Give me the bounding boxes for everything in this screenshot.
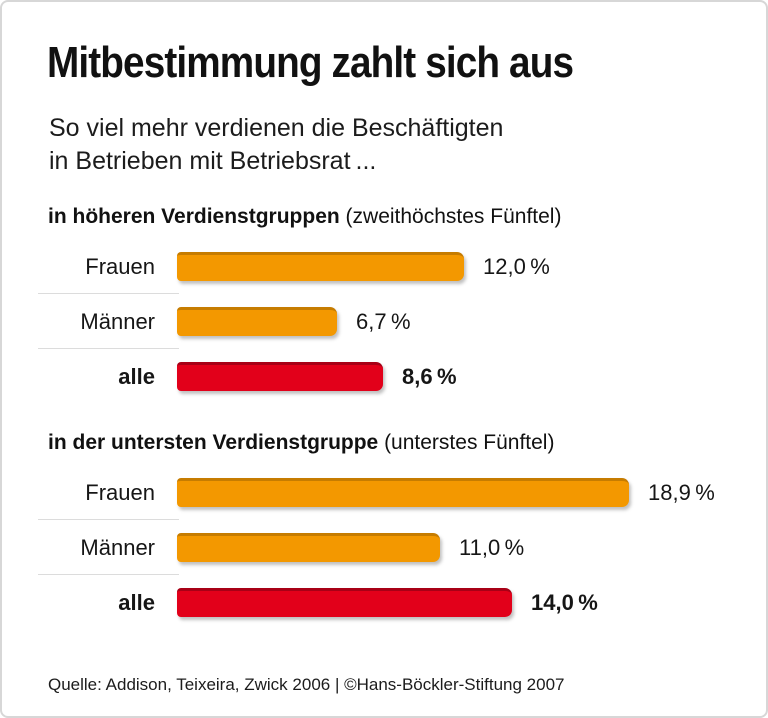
bar-category-label: Männer [80, 308, 155, 334]
group-header-bold: in der untersten Verdienstgruppe [48, 431, 379, 454]
chart-subtitle: So viel mehr verdienen die Beschäftigten… [49, 112, 728, 178]
bar-category-label: Männer [80, 534, 155, 560]
bar-value-label: 8,6 % [402, 363, 457, 389]
bar-value-label: 14,0 % [531, 589, 598, 615]
bar-row: Frauen 18,9 % [38, 465, 728, 520]
chart-title: Mitbestimmung zahlt sich aus [47, 38, 728, 88]
bar [177, 307, 337, 336]
group-header-bold: in höheren Verdienstgruppen [48, 205, 340, 228]
bar-category-label: Frauen [85, 479, 155, 505]
group-header-rest: (zweithöchstes Fünftel) [339, 205, 562, 228]
chart-subtitle-line1: So viel mehr verdienen die Beschäftigten [49, 114, 504, 142]
chart-sections: in höheren Verdienstgruppen (zweithöchst… [38, 205, 728, 630]
bar-row: Frauen 12,0 % [38, 239, 728, 294]
group-header: in höheren Verdienstgruppen (zweithöchst… [48, 205, 728, 229]
source-line: Quelle: Addison, Teixeira, Zwick 2006 | … [48, 675, 565, 694]
bar-value-label: 12,0 % [483, 253, 550, 279]
bar-row: Männer 6,7 % [38, 294, 728, 349]
group-header: in der untersten Verdienstgruppe (unters… [48, 431, 728, 455]
bar-value-label: 11,0 % [459, 534, 525, 560]
bar-value-label: 18,9 % [648, 479, 715, 505]
bar-track: 14,0 % [177, 588, 728, 617]
bar [177, 252, 464, 281]
bar-track: 18,9 % [177, 478, 728, 507]
chart-subtitle-line2: in Betrieben mit Betriebsrat ... [49, 147, 377, 175]
bar-value-label: 6,7 % [356, 308, 411, 334]
chart-group: in höheren Verdienstgruppen (zweithöchst… [38, 205, 728, 404]
bar-category-label: Frauen [85, 253, 155, 279]
bar-row: alle 8,6 % [47, 349, 728, 404]
bar-row: alle 14,0 % [47, 575, 728, 630]
bar [177, 533, 440, 562]
bar-track: 11,0 % [177, 533, 728, 562]
bar [177, 588, 512, 617]
chart-title-text: Mitbestimmung zahlt sich aus [47, 38, 574, 87]
group-header-rest: (unterstes Fünftel) [378, 431, 555, 454]
bar-category-label: alle [118, 363, 155, 389]
bar-category-label: alle [118, 589, 155, 615]
bar-track: 8,6 % [177, 362, 728, 391]
bar [177, 362, 383, 391]
bar [177, 478, 629, 507]
bar-track: 12,0 % [177, 252, 728, 281]
bar-track: 6,7 % [177, 307, 728, 336]
chart-group: in der untersten Verdienstgruppe (unters… [38, 431, 728, 630]
bar-row: Männer 11,0 % [38, 520, 728, 575]
